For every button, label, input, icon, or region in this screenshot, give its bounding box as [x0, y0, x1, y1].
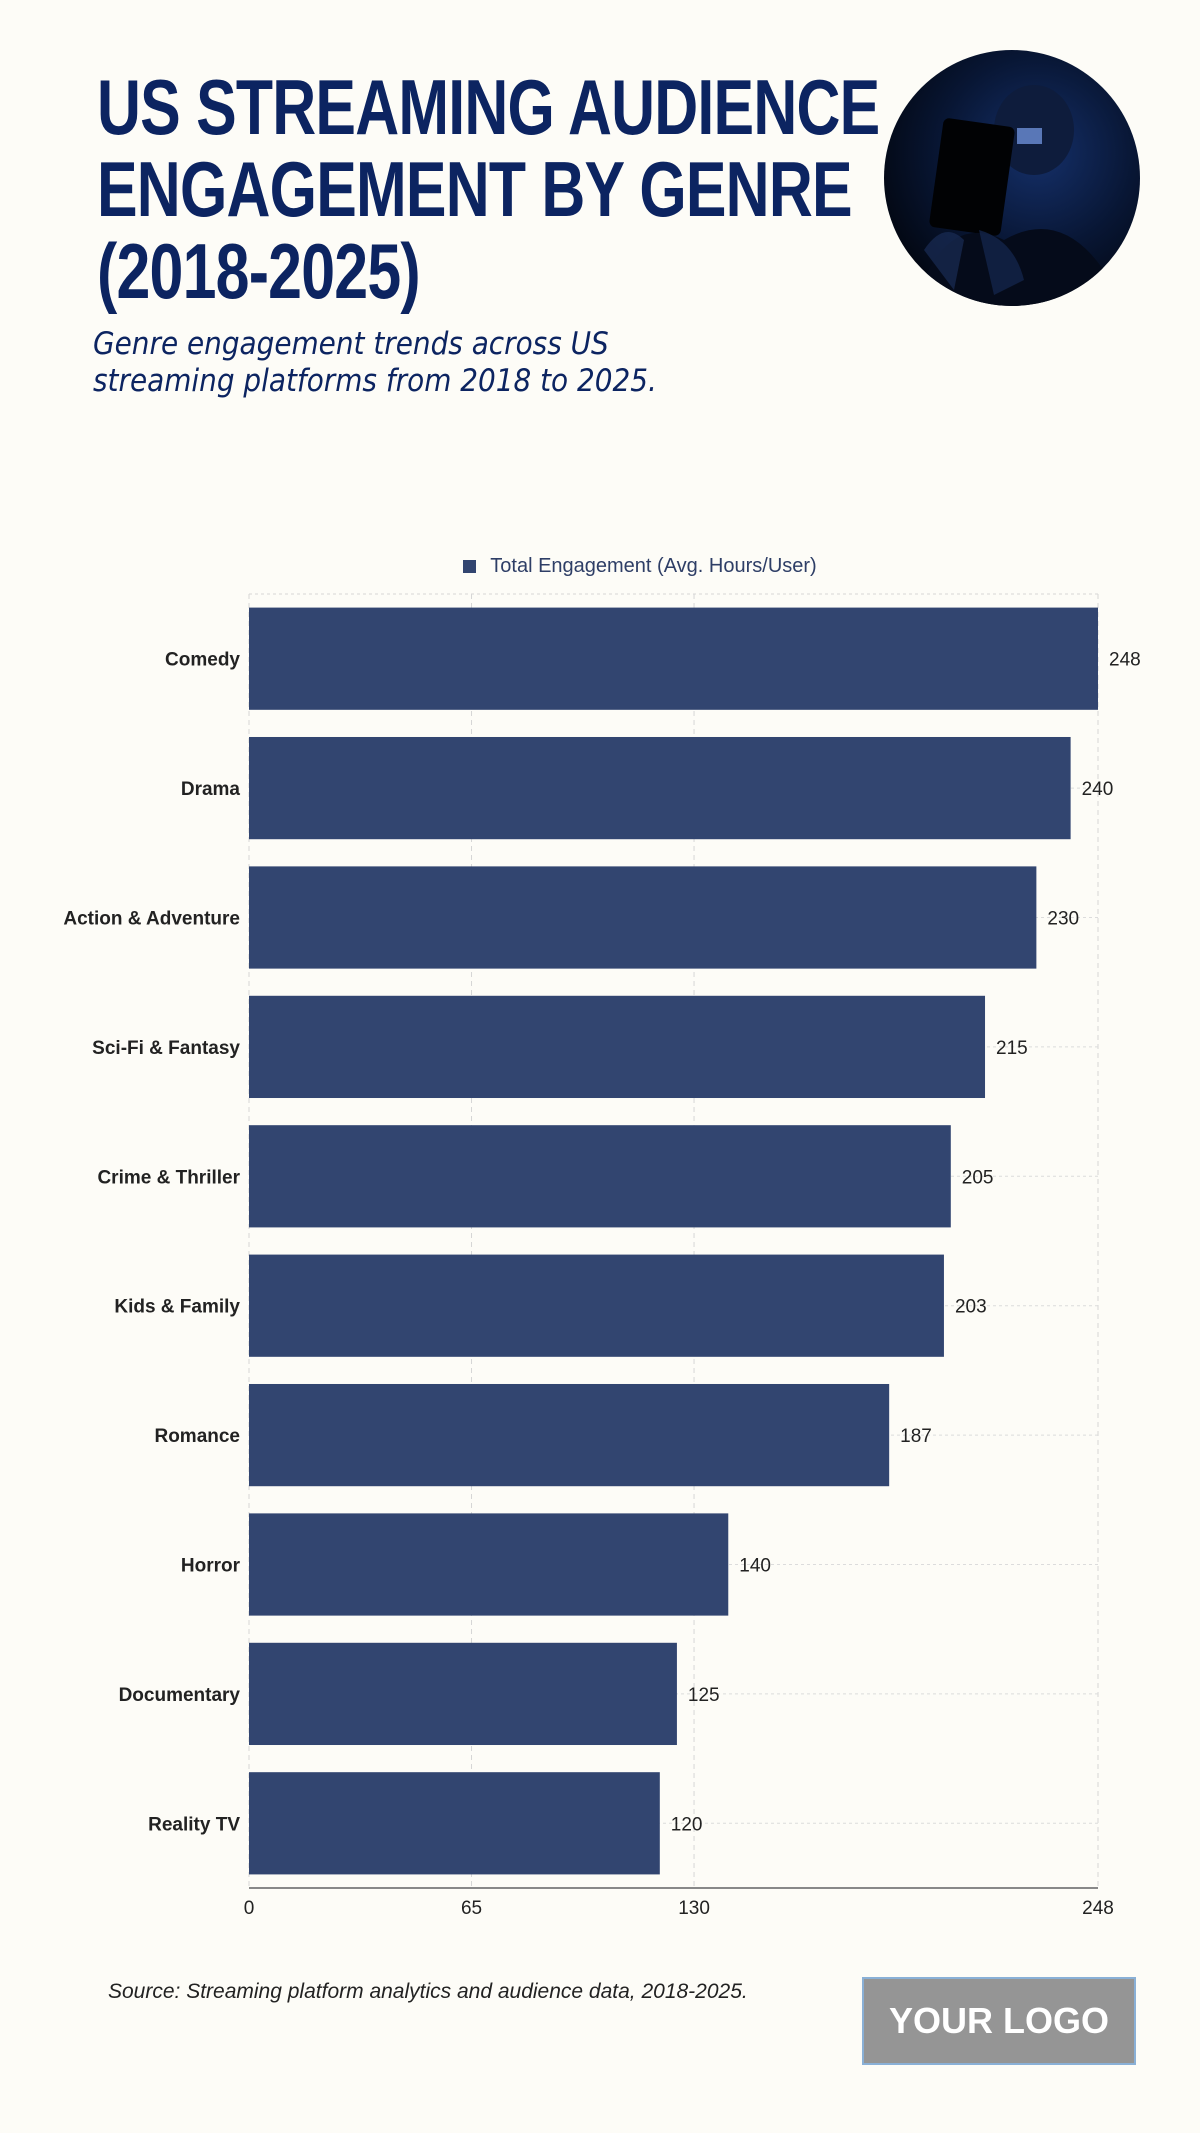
data-label: 240: [1082, 779, 1114, 800]
bar: [249, 1254, 944, 1357]
header-photo: [884, 50, 1140, 306]
bar: [249, 1772, 660, 1875]
logo-placeholder: YOUR LOGO: [862, 1977, 1136, 2065]
data-label: 140: [739, 1556, 771, 1577]
data-label: 125: [688, 1685, 720, 1706]
bar: [249, 1383, 890, 1487]
person-with-phone-image: [914, 85, 1124, 306]
category-label: Action & Adventure: [63, 909, 240, 930]
category-label: Reality TV: [148, 1814, 240, 1835]
data-label: 120: [671, 1814, 703, 1835]
data-label: 205: [962, 1167, 994, 1188]
x-tick-label: 130: [678, 1898, 710, 1919]
bar: [249, 1125, 951, 1228]
data-label: 248: [1109, 650, 1141, 671]
category-label: Romance: [154, 1426, 240, 1447]
category-label: Comedy: [165, 650, 240, 671]
bar: [249, 866, 1037, 969]
category-label: Horror: [181, 1556, 241, 1577]
chart-title: US STREAMING AUDIENCE ENGAGEMENT BY GENR…: [97, 66, 880, 315]
x-tick-label: 65: [461, 1898, 482, 1919]
legend-label: Total Engagement (Avg. Hours/User): [490, 555, 817, 577]
data-label: 230: [1047, 909, 1079, 930]
bar: [249, 736, 1071, 840]
title-line: (2018-2025): [97, 227, 421, 315]
x-tick-label: 0: [244, 1898, 255, 1919]
x-tick-label: 248: [1082, 1898, 1114, 1919]
data-label: 187: [900, 1426, 932, 1447]
subtitle-text: Genre engagement trends across US stream…: [93, 326, 657, 399]
bar: [249, 995, 986, 1099]
chart-subtitle: Genre engagement trends across US stream…: [93, 326, 813, 400]
category-label: Kids & Family: [114, 1297, 240, 1318]
chart-legend: Total Engagement (Avg. Hours/User): [0, 555, 1200, 578]
category-label: Documentary: [119, 1685, 241, 1706]
category-label: Sci-Fi & Fantasy: [92, 1038, 240, 1059]
bar: [249, 607, 1098, 710]
source-note: Source: Streaming platform analytics and…: [108, 1980, 748, 2003]
bar: [249, 1642, 677, 1746]
data-label: 215: [996, 1038, 1028, 1059]
bar: [249, 1513, 729, 1616]
legend-swatch: [463, 560, 477, 574]
category-label: Crime & Thriller: [97, 1167, 240, 1188]
data-label: 203: [955, 1297, 987, 1318]
category-label: Drama: [181, 779, 241, 800]
